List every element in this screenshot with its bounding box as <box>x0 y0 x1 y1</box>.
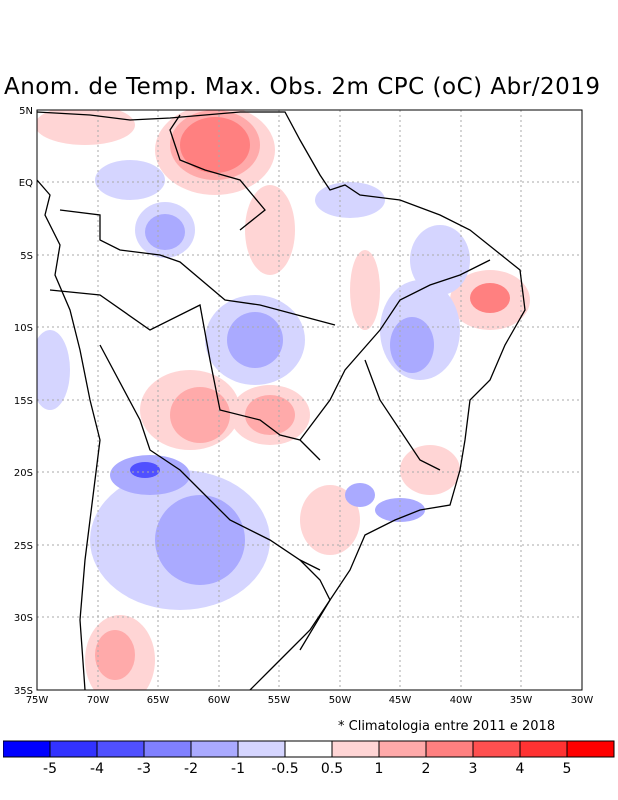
lon-label: 40W <box>450 695 473 706</box>
colorbar-label: 1 <box>375 761 384 777</box>
colorbar-label: -2 <box>184 761 198 777</box>
colorbar-swatch <box>3 740 51 758</box>
colorbar-label: -1 <box>231 761 245 777</box>
colorbar-swatch <box>237 740 286 758</box>
lat-label: 10S <box>14 323 33 334</box>
map-title: Anom. de Temp. Max. Obs. 2m CPC (oC) Abr… <box>4 74 601 100</box>
colorbar-swatch <box>49 740 98 758</box>
lat-label: 35S <box>14 686 33 697</box>
lat-label: 15S <box>14 396 33 407</box>
lon-label: 35W <box>510 695 533 706</box>
lat-label: 20S <box>14 468 33 479</box>
lon-tick-labels: 75W 70W 65W 60W 55W 50W 45W 40W 35W 30W <box>26 695 594 706</box>
colorbar-label: 0.5 <box>321 761 343 777</box>
colorbar-label: -0.5 <box>271 761 298 777</box>
lat-tick-labels: 5N EQ 5S 10S 15S 20S 25S 30S 35S <box>14 106 33 697</box>
anomaly-map: 75W 70W 65W 60W 55W 50W 45W 40W 35W 30W … <box>14 106 594 706</box>
lat-label: 5N <box>19 106 33 117</box>
lat-label: 25S <box>14 541 33 552</box>
colorbar-swatch <box>190 740 239 758</box>
lat-label: 30S <box>14 613 33 624</box>
colorbar-swatch <box>378 740 427 758</box>
colorbar-swatch <box>519 740 568 758</box>
colorbar-swatch <box>143 740 192 758</box>
grid-lines <box>37 110 582 690</box>
lon-label: 70W <box>87 695 110 706</box>
anomaly-fields <box>37 110 530 690</box>
lon-label: 60W <box>208 695 231 706</box>
lon-label: 30W <box>571 695 594 706</box>
lon-label: 65W <box>147 695 170 706</box>
colorbar-label: -4 <box>90 761 104 777</box>
colorbar-label: 3 <box>469 761 478 777</box>
colorbar-swatch <box>566 740 615 758</box>
coastline <box>37 111 526 690</box>
colorbar-swatch <box>96 740 145 758</box>
colorbar-swatch <box>331 740 380 758</box>
lon-label: 45W <box>389 695 412 706</box>
lat-label: EQ <box>19 178 33 189</box>
colorbar: -5 -4 -3 -2 -1 -0.5 0.5 1 2 3 4 5 <box>3 740 615 777</box>
colorbar-swatch <box>425 740 474 758</box>
colorbar-label: 4 <box>516 761 525 777</box>
colorbar-swatch <box>472 740 521 758</box>
colorbar-label: -3 <box>137 761 151 777</box>
lon-label: 50W <box>329 695 352 706</box>
colorbar-label: 2 <box>422 761 431 777</box>
colorbar-label: -5 <box>43 761 57 777</box>
climatology-footnote: * Climatologia entre 2011 e 2018 <box>338 719 556 734</box>
lon-label: 75W <box>26 695 49 706</box>
colorbar-label: 5 <box>563 761 572 777</box>
map-frame <box>36 109 583 691</box>
colorbar-swatch <box>284 740 333 758</box>
lat-label: 5S <box>20 251 33 262</box>
lon-label: 55W <box>268 695 291 706</box>
